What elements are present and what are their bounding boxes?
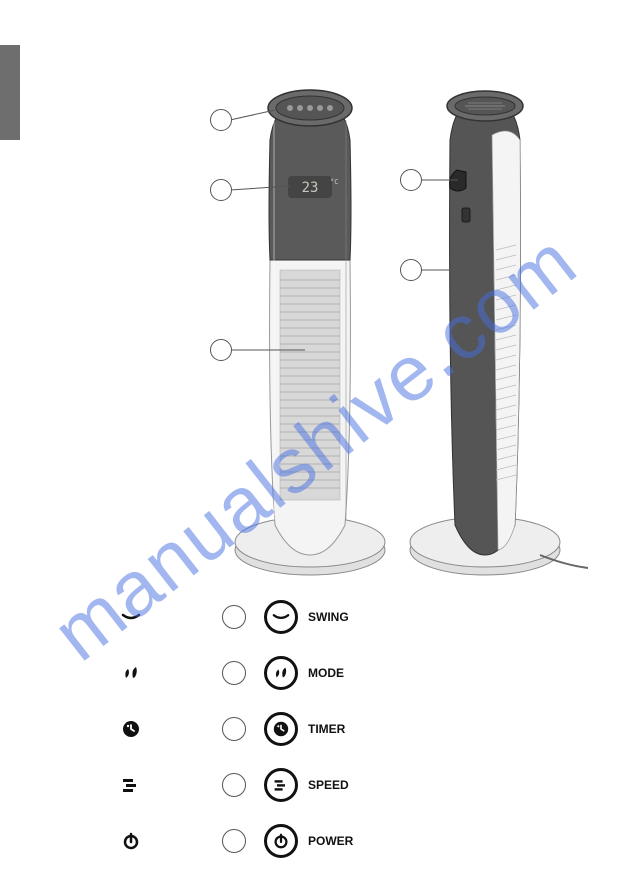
speed-icon xyxy=(120,774,142,796)
speed-label: SPEED xyxy=(308,778,349,792)
fan-diagram: 23 °C xyxy=(210,80,590,590)
mode-button-icon xyxy=(264,656,298,690)
power-label: POWER xyxy=(308,834,353,848)
mode-label: MODE xyxy=(308,666,344,680)
callout-marker xyxy=(400,169,422,191)
timer-icon xyxy=(120,718,142,740)
callout-marker xyxy=(210,179,232,201)
power-button-icon xyxy=(264,824,298,858)
callout-marker xyxy=(222,717,246,741)
button-row-swing: SWING xyxy=(120,598,480,636)
callout-marker xyxy=(222,661,246,685)
callout-marker xyxy=(222,829,246,853)
swing-label: SWING xyxy=(308,610,349,624)
temperature-value: 23 xyxy=(302,180,319,196)
callout-marker xyxy=(222,773,246,797)
callout-marker xyxy=(400,259,422,281)
button-row-speed: SPEED xyxy=(120,766,480,804)
button-row-mode: MODE xyxy=(120,654,480,692)
timer-label: TIMER xyxy=(308,722,345,736)
callout-marker xyxy=(210,339,232,361)
svg-text:°C: °C xyxy=(330,178,338,186)
button-row-power: POWER xyxy=(120,822,480,860)
speed-button-icon xyxy=(264,768,298,802)
page-tab xyxy=(0,45,20,140)
power-icon xyxy=(120,830,142,852)
timer-button-icon xyxy=(264,712,298,746)
button-row-timer: TIMER xyxy=(120,710,480,748)
callout-marker xyxy=(210,109,232,131)
button-legend: SWING MODE TIMER SPEED xyxy=(120,598,480,878)
swing-button-icon xyxy=(264,600,298,634)
swing-icon xyxy=(120,606,142,628)
callout-marker xyxy=(222,605,246,629)
mode-icon xyxy=(120,662,142,684)
